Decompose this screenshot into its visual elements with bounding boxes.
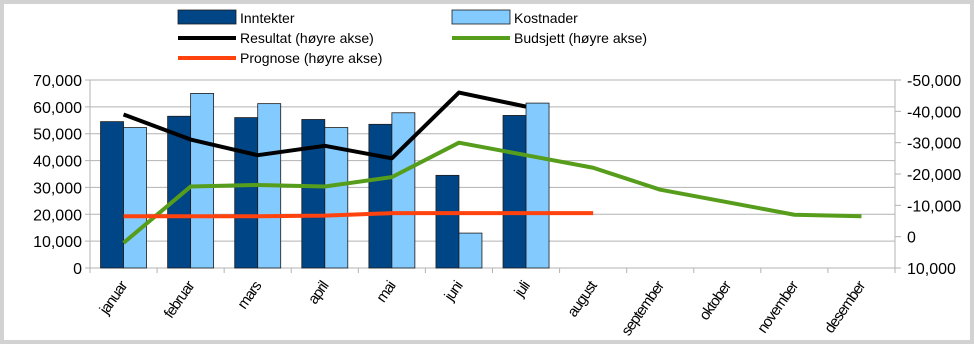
y-left-tick-label: 20,000 xyxy=(33,207,82,224)
x-category-label: september xyxy=(618,278,668,339)
y-left-tick-label: 40,000 xyxy=(33,154,82,171)
x-category-label: oktober xyxy=(696,278,735,324)
line-series xyxy=(123,211,594,219)
y-left-tick-label: 50,000 xyxy=(33,127,82,144)
legend-label: Kostnader xyxy=(514,10,578,26)
x-category-label: januar xyxy=(96,278,132,319)
y-right-tick-label: -10,000 xyxy=(907,198,961,215)
bar-kostnader xyxy=(190,93,215,269)
bar-kostnader xyxy=(525,102,550,269)
bar-inntekter xyxy=(435,174,460,269)
y-left-tick-label: 30,000 xyxy=(33,180,82,197)
legend-swatch xyxy=(177,9,237,25)
y-right-tick-label: -30,000 xyxy=(907,136,961,153)
y-left-tick-label: 70,000 xyxy=(33,73,82,90)
legend-label: Resultat (høyre akse) xyxy=(240,30,374,46)
chart: 0 10,000 20,000 30,000 40,000 50,000 60,000 70,… xyxy=(33,9,961,339)
x-category-label: mars xyxy=(234,278,265,312)
x-category-label: april xyxy=(305,278,333,307)
bar-kostnader xyxy=(458,232,483,269)
y-left-tick-label: 60,000 xyxy=(33,100,82,117)
y-right-tick-label: 10,000 xyxy=(907,261,956,278)
bar-kostnader xyxy=(324,127,349,269)
line-series xyxy=(122,90,527,161)
x-category-label: juli xyxy=(511,278,534,301)
x-category-label: august xyxy=(564,277,601,320)
legend-label: Prognose (høyre akse) xyxy=(240,50,382,66)
x-category-label: juni xyxy=(441,278,467,305)
line-series xyxy=(122,140,862,245)
legend-label: Inntekter xyxy=(240,10,295,26)
y-right-tick-label: -40,000 xyxy=(907,104,961,121)
legend-label: Budsjett (høyre akse) xyxy=(514,30,647,46)
x-category-label: desember xyxy=(821,278,869,337)
bar-kostnader xyxy=(123,127,147,269)
y-left-tick-label: 10,000 xyxy=(33,234,82,251)
x-category-label: februar xyxy=(161,278,199,322)
bar-kostnader xyxy=(391,112,416,269)
bar-inntekter xyxy=(368,123,393,269)
y-right-tick-label: 0 xyxy=(907,230,916,247)
bar-inntekter xyxy=(100,121,124,269)
y-right-tick-label: -20,000 xyxy=(907,167,961,184)
y-left-tick-label: 0 xyxy=(73,261,82,278)
bar-inntekter xyxy=(502,115,527,269)
x-category-label: november xyxy=(754,278,802,337)
y-right-tick-label: -50,000 xyxy=(907,73,961,90)
legend-swatch xyxy=(451,9,511,25)
x-category-label: mai xyxy=(373,278,399,306)
bar-inntekter xyxy=(301,119,326,269)
bar-inntekter xyxy=(234,117,259,269)
